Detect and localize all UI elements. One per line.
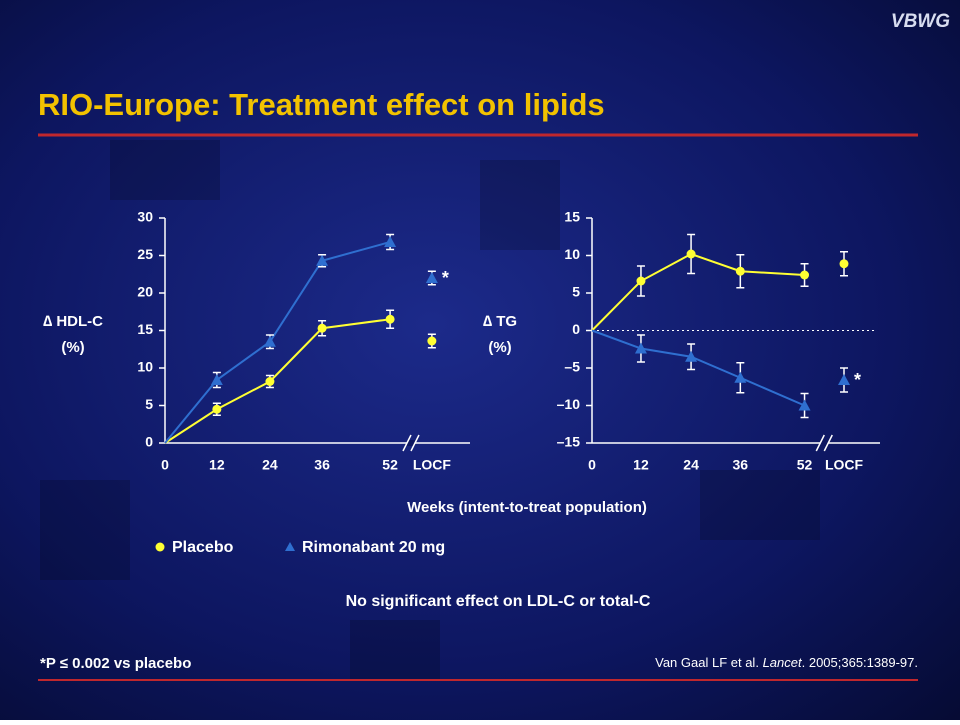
axis-break <box>410 434 420 452</box>
x-tick-label: 12 <box>209 457 225 473</box>
placebo-marker <box>839 259 849 269</box>
x-tick-label: 52 <box>382 457 398 473</box>
y-tick-label: 25 <box>137 246 153 262</box>
rimonabant-marker <box>210 374 223 385</box>
background-pattern <box>40 140 820 680</box>
y-tick-label: 5 <box>572 284 580 300</box>
x-tick-label: 52 <box>797 457 813 473</box>
y-tick-label: 0 <box>145 434 153 450</box>
placebo-marker <box>212 404 222 414</box>
y-tick-label: 10 <box>137 359 153 375</box>
placebo-marker <box>265 377 275 386</box>
legend-label: Placebo <box>172 539 234 556</box>
rimonabant-marker <box>685 350 698 362</box>
citation: Van Gaal LF et al. Lancet. 2005;365:1389… <box>655 655 918 670</box>
y-tick-label: –5 <box>564 359 580 375</box>
footnote: *P ≤ 0.002 vs placebo <box>40 655 191 672</box>
placebo-marker <box>385 314 395 324</box>
legend-label: Rimonabant 20 mg <box>302 539 445 556</box>
citation-journal: Lancet <box>763 655 803 670</box>
x-tick-label: 24 <box>683 457 699 473</box>
y-axis-label: ∆ TG <box>483 313 517 330</box>
y-axis-label: ∆ HDL-C <box>43 313 103 330</box>
x-tick-label: LOCF <box>825 457 864 473</box>
note: No significant effect on LDL-C or total-… <box>346 593 651 610</box>
rimonabant-marker <box>316 254 329 266</box>
y-tick-label: 15 <box>564 209 580 225</box>
x-tick-label: 12 <box>633 457 649 473</box>
y-tick-label: –15 <box>557 434 581 450</box>
brand: VBWG <box>891 11 950 32</box>
rimonabant-marker <box>734 371 747 383</box>
rimonabant-marker <box>798 399 811 411</box>
rimonabant-marker <box>838 374 850 385</box>
axis-break-gap <box>820 440 829 446</box>
y-tick-label: 5 <box>145 396 153 412</box>
slide-title: RIO-Europe: Treatment effect on lipids <box>38 87 605 122</box>
placebo-marker <box>317 323 327 333</box>
axis-break-gap <box>406 440 415 446</box>
y-tick-label: 20 <box>137 284 153 300</box>
x-tick-label: 0 <box>588 457 596 473</box>
placebo-marker <box>636 276 646 286</box>
y-axis-label: (%) <box>488 339 511 356</box>
rimonabant-marker <box>384 236 397 247</box>
citation-rest: . 2005;365:1389-97. <box>802 655 918 670</box>
rimonabant-marker <box>425 272 438 283</box>
x-axis-label: Weeks (intent-to-treat population) <box>407 499 647 516</box>
placebo-marker <box>427 336 437 346</box>
placebo-marker <box>735 266 745 276</box>
x-tick-label: 0 <box>161 457 169 473</box>
x-tick-label: 36 <box>314 457 330 473</box>
y-tick-label: 10 <box>564 246 580 262</box>
y-tick-label: –10 <box>557 396 581 412</box>
x-tick-label: LOCF <box>413 457 452 473</box>
y-tick-label: 15 <box>137 321 153 337</box>
y-tick-label: 30 <box>137 209 153 225</box>
rimonabant-marker <box>634 342 647 354</box>
x-tick-label: 36 <box>733 457 749 473</box>
y-axis-label: (%) <box>61 339 84 356</box>
y-tick-label: 0 <box>572 321 580 337</box>
x-tick-label: 24 <box>262 457 278 473</box>
citation-authors: Van Gaal LF et al. <box>655 655 759 670</box>
axis-break <box>402 434 412 452</box>
placebo-marker <box>800 270 810 280</box>
significance-mark: * <box>442 268 449 288</box>
placebo-marker <box>686 249 696 259</box>
axis-break <box>815 434 825 452</box>
significance-mark: * <box>854 370 861 390</box>
legend-marker <box>285 542 295 551</box>
rimonabant-marker <box>263 335 276 347</box>
legend-marker <box>155 542 165 552</box>
axis-break <box>823 434 833 452</box>
